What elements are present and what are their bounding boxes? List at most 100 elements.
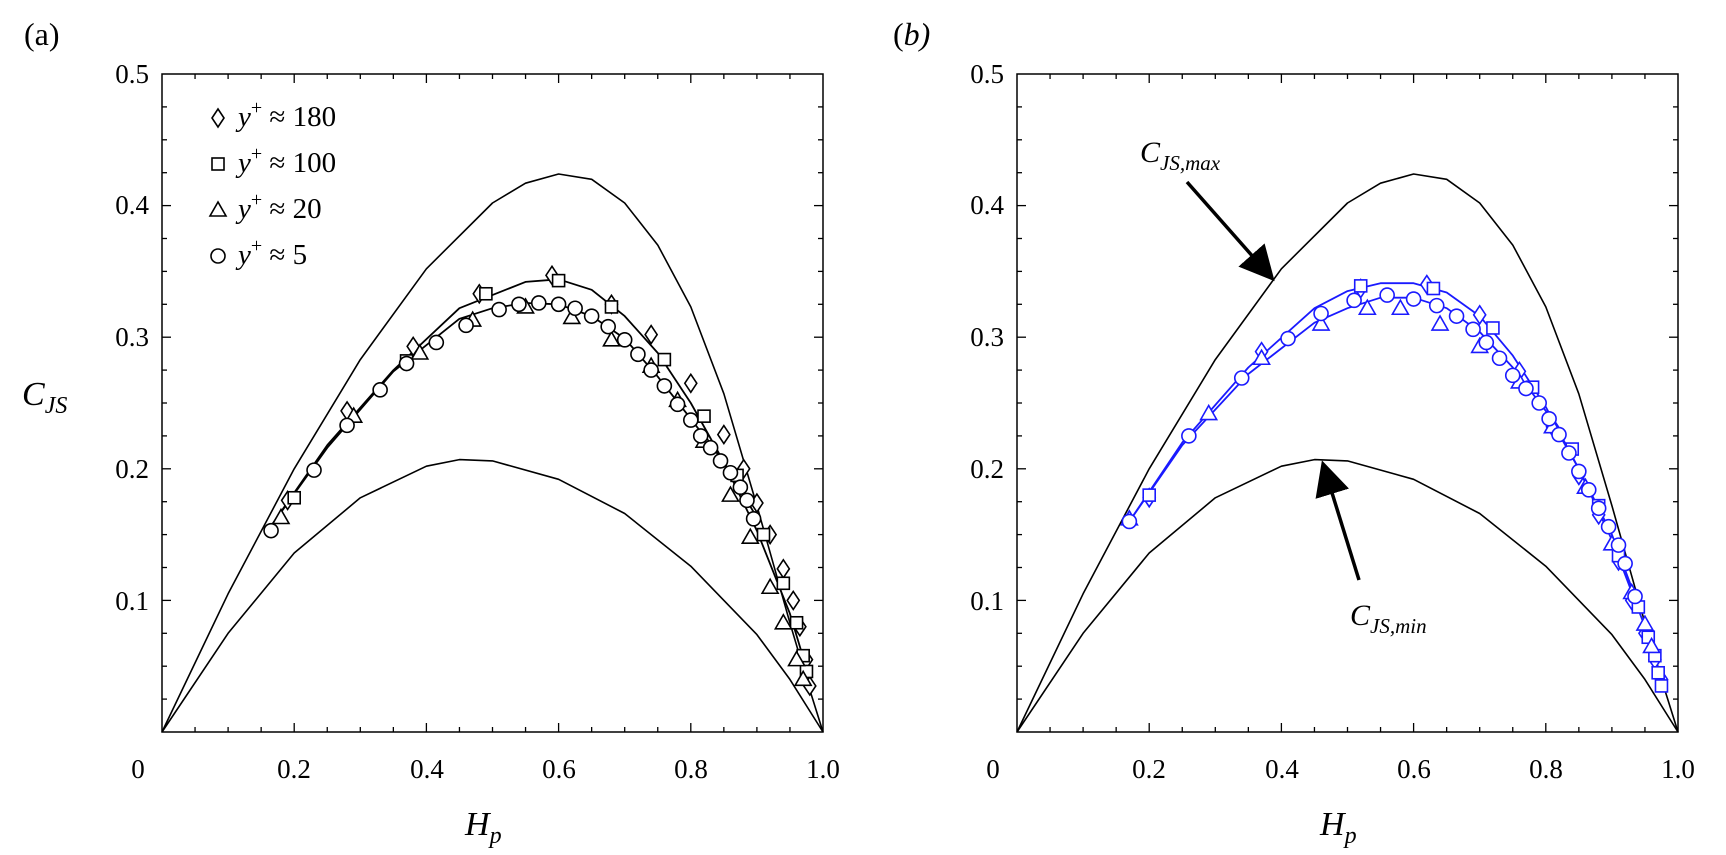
circle-data-point <box>550 296 567 313</box>
panel-b-x-axis-label: Hp <box>1319 806 1357 849</box>
arrow-cjs-max <box>1185 180 1275 282</box>
diamond-data-point <box>683 372 698 394</box>
square-data-point <box>756 527 771 542</box>
legend-entry-y20: y+ ≈ 20 <box>208 189 322 225</box>
square-data-point <box>1654 679 1669 693</box>
circle-data-point <box>1181 428 1197 444</box>
circle-data-point <box>567 300 583 317</box>
panel-b-markers <box>1119 274 1669 693</box>
panel-a-x-tick-label: 0.8 <box>674 754 708 784</box>
legend-triangle-symbol <box>208 200 228 217</box>
panel-b-y-tick-label: 0.5 <box>970 59 1004 89</box>
circle-data-point <box>745 511 762 527</box>
circle-data-point <box>1541 410 1557 427</box>
circle-data-point <box>306 462 322 478</box>
circle-data-point <box>428 334 445 351</box>
panel-a: (a) 0 0.2 0.4 0.6 0.8 1.0 0.1 0.2 0.3 0.… <box>22 16 840 849</box>
legend-diamond-marker <box>211 107 225 129</box>
panel-a-legend: y+ ≈ 180 y+ ≈ 100 y+ ≈ 20 y+ ≈ 5 <box>208 97 336 271</box>
triangle-data-point <box>787 650 806 667</box>
triangle-data-point <box>1430 314 1450 331</box>
legend-triangle-marker <box>208 200 228 217</box>
triangle-data-point <box>1642 636 1661 654</box>
circle-data-point <box>712 453 729 469</box>
square-data-point <box>789 615 804 630</box>
circle-data-point <box>1491 350 1508 367</box>
legend-diamond-symbol <box>211 107 225 129</box>
circle-data-point <box>1531 395 1547 411</box>
triangle-data-point <box>1199 403 1219 421</box>
legend-entry-y5: y+ ≈ 5 <box>210 235 307 271</box>
circle-data-point <box>1280 330 1296 347</box>
triangle-data-point <box>271 507 291 525</box>
circle-data-point <box>1580 482 1597 498</box>
annotation-cjs-min: CJS,min <box>1350 599 1427 638</box>
circle-data-point <box>1561 445 1577 461</box>
square-data-point <box>551 273 566 288</box>
panel-a-y-tick-label: 0.3 <box>115 322 149 352</box>
panel-a-y-tick-label: 0.1 <box>115 586 149 616</box>
triangle-data-point <box>793 669 813 687</box>
diamond-data-point <box>644 324 659 346</box>
circle-data-point <box>656 378 673 394</box>
square-data-point <box>1426 281 1441 296</box>
circle-data-point <box>739 492 755 509</box>
circle-data-point <box>1627 588 1643 605</box>
circle-data-point <box>1610 537 1627 553</box>
panel-a-y-tick-label: 0.4 <box>115 190 149 220</box>
panel-b-label: (b) <box>893 16 930 52</box>
circle-data-point <box>702 439 719 456</box>
circle-data-point <box>1478 334 1495 351</box>
circle-data-point <box>1121 513 1138 530</box>
triangle-data-point <box>1252 348 1271 366</box>
bound-curve <box>161 458 824 733</box>
circle-data-point <box>669 396 686 413</box>
diamond-data-point <box>1472 304 1487 326</box>
circle-data-point <box>1465 321 1481 338</box>
circle-data-point <box>339 417 355 434</box>
panel-b-y-tick-label: 0.2 <box>970 454 1004 484</box>
panel-a-x-axis-label: Hp <box>464 806 502 849</box>
arrow-cjs-min <box>1315 460 1361 581</box>
legend-label: y+ ≈ 5 <box>235 235 307 271</box>
circle-data-point <box>263 522 279 539</box>
panel-b-x-tick-label: 1.0 <box>1661 754 1695 784</box>
panel-b-y-tick-label: 0.3 <box>970 322 1004 352</box>
circle-data-point <box>1590 500 1607 517</box>
legend-square-marker <box>211 157 225 171</box>
triangle-data-point <box>721 485 740 502</box>
panel-a-y-axis-label: CJS <box>22 376 67 419</box>
circle-data-point <box>458 317 474 334</box>
circle-data-point <box>630 346 646 363</box>
circle-data-point <box>1428 297 1445 314</box>
square-data-point <box>479 286 493 301</box>
circle-data-point <box>732 479 749 496</box>
square-data-point <box>1486 321 1500 335</box>
circle-data-point <box>1448 308 1465 324</box>
circle-data-point <box>643 362 659 378</box>
panel-a-axes-frame <box>161 73 824 733</box>
circle-data-point <box>583 308 600 324</box>
panel-a-y-tick-label: 0.5 <box>115 59 149 89</box>
diamond-data-point <box>786 589 801 611</box>
circle-data-point <box>616 332 633 348</box>
square-data-point <box>287 490 302 505</box>
circle-data-point <box>398 355 415 372</box>
circle-data-point <box>1571 463 1587 480</box>
panel-a-markers <box>263 264 817 697</box>
panel-b-x-tick-label: 0.8 <box>1529 754 1563 784</box>
circle-data-point <box>1551 426 1567 443</box>
triangle-data-point <box>1635 614 1655 631</box>
triangle-data-point <box>1391 298 1410 316</box>
circle-data-point <box>600 318 616 335</box>
circle-data-point <box>692 428 709 444</box>
square-data-point <box>776 576 791 591</box>
square-data-point <box>657 352 672 367</box>
panel-b-ticks <box>1017 74 1678 732</box>
circle-data-point <box>491 301 507 318</box>
circle-data-point <box>722 464 739 481</box>
diamond-data-point <box>716 424 731 446</box>
panel-a-x-tick-label: 0.4 <box>410 754 444 784</box>
triangle-data-point <box>562 307 582 325</box>
